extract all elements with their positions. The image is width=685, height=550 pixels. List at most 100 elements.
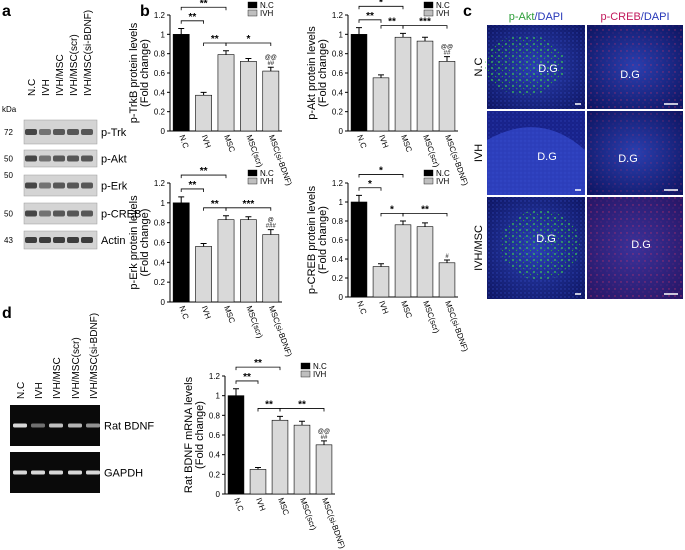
bar [315, 444, 333, 495]
y-tick-label: 0.6 [332, 69, 344, 78]
bar [217, 54, 235, 132]
region-label: D.G [536, 233, 556, 245]
legend-label: N.C [260, 1, 274, 10]
bar [195, 246, 212, 303]
region-label: D.G [537, 151, 557, 163]
x-tick-label: MSC(scr) [245, 305, 265, 340]
bar [438, 262, 456, 298]
error-bar [223, 215, 229, 220]
panel-label: b [140, 3, 150, 20]
blot-band [39, 155, 51, 162]
kda-marker: 50 [4, 210, 13, 219]
region-label: D.G [631, 239, 651, 251]
y-tick-label: 1.2 [209, 372, 221, 381]
lane-label: IVH/MSC [52, 357, 63, 399]
y-tick-label: 0.6 [154, 69, 166, 78]
error-bar [444, 259, 450, 263]
error-bar [378, 263, 384, 267]
error-bar [267, 66, 274, 72]
image-row-label: N.C [473, 57, 485, 76]
error-bar [299, 420, 305, 426]
image-signal [485, 35, 565, 95]
y-tick-label: 1 [161, 30, 166, 39]
error-bar [245, 58, 252, 62]
bar [394, 224, 412, 298]
significance-label: ** [243, 372, 251, 383]
error-bar [255, 466, 261, 470]
error-bar [356, 194, 362, 202]
legend-swatch [247, 9, 258, 17]
blot-band [25, 155, 37, 162]
blot-band [81, 129, 93, 135]
y-axis-label: p-TrkB protein levels [128, 22, 140, 123]
gel-band [49, 470, 63, 475]
gel-band [31, 470, 45, 475]
region-label: D.G [618, 153, 638, 165]
y-tick-label: 0.8 [332, 217, 344, 226]
lane-label: IVH [34, 382, 45, 399]
significance-label: * [246, 34, 250, 45]
y-tick-label: 1 [161, 199, 166, 208]
error-bar [200, 242, 207, 247]
blot-row-label: p-Akt [101, 154, 127, 166]
significance-bracket [225, 207, 272, 211]
y-axis-label: (Fold change) [317, 206, 329, 274]
x-tick-label: MSC(si-BDNF) [443, 300, 470, 354]
significance-bracket [180, 20, 204, 24]
bar [249, 469, 267, 495]
bar [172, 202, 190, 303]
x-tick-label: MSC(scr) [421, 300, 441, 335]
x-tick-label: N.C [232, 497, 245, 513]
significance-label: ** [421, 204, 429, 215]
x-tick-label: N.C [355, 134, 368, 150]
y-tick-label: 0 [339, 127, 344, 136]
image-texture [487, 111, 585, 195]
y-tick-label: 1 [339, 30, 344, 39]
x-tick-label: MSC(si-BDNF) [267, 305, 294, 359]
blot-band [39, 210, 51, 217]
significance-mark: ## [321, 435, 328, 441]
legend-label: IVH [313, 370, 327, 379]
significance-bracket [279, 408, 325, 412]
significance-label: ** [200, 166, 208, 177]
x-tick-label: MSC [276, 497, 291, 517]
error-bar [178, 28, 185, 35]
y-tick-label: 0.4 [154, 258, 166, 267]
y-tick-label: 1.2 [154, 179, 166, 188]
image-title: p-CREB/DAPI [600, 11, 669, 23]
x-tick-label: MSC [222, 134, 237, 154]
gel-band [49, 423, 63, 428]
bar [240, 219, 257, 303]
error-bar [444, 56, 450, 62]
image-texture [587, 197, 683, 299]
legend-label: IVH [260, 9, 274, 18]
significance-bracket [235, 380, 259, 384]
significance-label: ** [211, 34, 219, 45]
error-bar [233, 388, 239, 396]
y-tick-label: 0.6 [332, 236, 344, 245]
significance-label: * [390, 204, 394, 215]
stain-marker: p-CREB [600, 11, 640, 23]
error-bar [400, 220, 406, 225]
bar [172, 34, 190, 132]
significance-bracket [225, 42, 272, 47]
significance-mark: ## [267, 61, 274, 67]
y-axis-label: p-CREB protein levels [306, 185, 318, 294]
significance-bracket [358, 5, 404, 10]
blot-band [53, 210, 65, 217]
stain-dapi: /DAPI [641, 11, 670, 23]
x-tick-label: MSC(si-BDNF) [320, 497, 347, 550]
bar [240, 61, 257, 132]
panel-label: c [463, 3, 472, 20]
gel-row-label: GAPDH [104, 468, 143, 480]
bar [217, 219, 235, 303]
blot-band [67, 155, 79, 162]
error-bar [378, 74, 384, 78]
significance-bracket [180, 188, 204, 192]
error-bar [422, 36, 428, 42]
lane-label: IVH/MSC(scr) [71, 337, 82, 399]
image-signal [500, 210, 580, 280]
gel-band [68, 470, 82, 475]
significance-label: * [368, 179, 372, 190]
blot-band [39, 237, 51, 243]
